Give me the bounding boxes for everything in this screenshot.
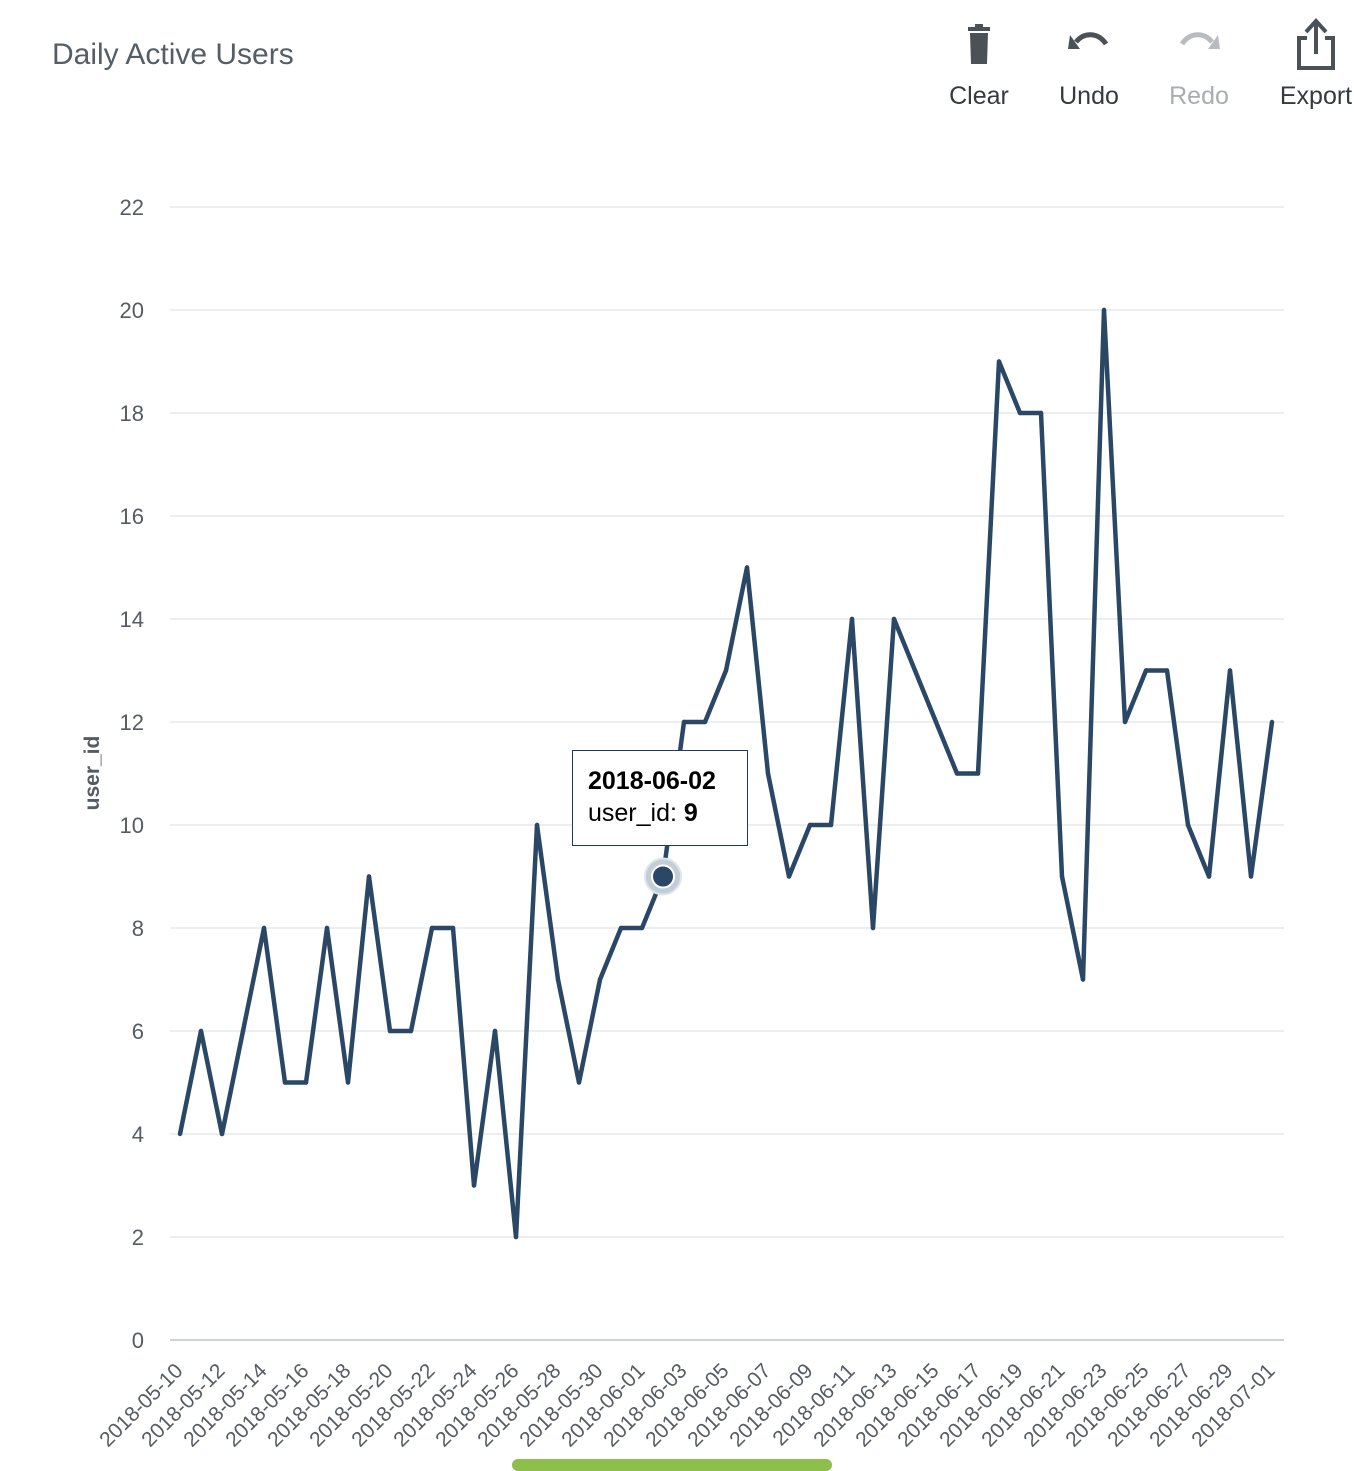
data-point[interactable] [282,1080,288,1085]
clear-button[interactable]: Clear [929,18,1029,111]
data-point[interactable] [870,925,876,931]
data-point[interactable] [450,925,456,931]
y-axis-ticks: 0 2 4 6 8 10 12 14 16 18 20 22 [120,195,144,1353]
highlight-point[interactable] [651,864,675,889]
y-tick-label: 16 [120,504,144,529]
undo-icon [1068,32,1109,49]
y-tick-label: 22 [120,195,144,220]
data-point[interactable] [492,1028,498,1034]
data-point[interactable] [765,771,771,776]
y-tick-label: 12 [120,710,144,735]
y-tick-label: 18 [120,401,144,426]
export-button[interactable]: Export [1266,18,1354,111]
y-tick-label: 4 [132,1122,144,1147]
data-point[interactable] [177,1131,183,1137]
data-point[interactable] [1143,668,1149,673]
clear-label: Clear [949,82,1009,110]
data-point[interactable] [1080,977,1086,982]
redo-button[interactable]: Redo [1149,18,1249,111]
data-point[interactable] [1206,874,1212,879]
data-point[interactable] [723,668,729,673]
data-point[interactable] [891,616,897,622]
export-label: Export [1279,82,1353,110]
grid-lines [170,206,1284,1238]
data-point[interactable] [366,874,372,879]
data-point[interactable] [954,771,960,776]
data-point[interactable] [1038,410,1044,416]
redo-icon [1179,32,1220,49]
data-point[interactable] [1059,874,1065,879]
data-point[interactable] [1269,719,1275,725]
scrollbar-thumb[interactable] [512,1459,832,1471]
data-point[interactable] [996,359,1002,364]
data-point[interactable] [681,719,687,725]
x-axis-ticks: 2018-05-102018-05-122018-05-142018-05-16… [95,1359,1279,1451]
y-tick-label: 10 [120,813,144,838]
data-point[interactable] [618,925,624,931]
data-point[interactable] [555,977,561,982]
data-point[interactable] [429,925,435,931]
data-point[interactable] [849,616,855,622]
data-point[interactable] [471,1183,477,1188]
data-point[interactable] [975,771,981,776]
data-point[interactable] [576,1080,582,1085]
data-point[interactable] [1017,410,1023,416]
data-point[interactable] [261,925,267,931]
y-tick-label: 20 [120,298,144,323]
data-point[interactable] [807,822,813,828]
y-tick-label: 6 [132,1019,144,1044]
redo-label: Redo [1169,82,1229,110]
data-point[interactable] [1248,874,1254,879]
data-point[interactable] [933,719,939,725]
data-point[interactable] [345,1080,351,1085]
data-point[interactable] [1164,668,1170,673]
data-point[interactable] [1101,307,1107,313]
undo-label: Undo [1059,82,1119,110]
y-tick-label: 2 [132,1225,144,1250]
data-point[interactable] [303,1080,309,1085]
tooltip: 2018-06-02 user_id: 9 [572,750,748,846]
data-point[interactable] [198,1028,204,1034]
data-point[interactable] [1185,822,1191,828]
y-tick-label: 14 [120,607,144,632]
data-point[interactable] [408,1028,414,1034]
data-point[interactable] [324,925,330,931]
data-point[interactable] [387,1028,393,1034]
data-point[interactable] [240,1028,246,1034]
data-point[interactable] [534,822,540,828]
data-points [177,307,1275,1240]
export-icon [1297,18,1335,70]
data-point[interactable] [1122,719,1128,725]
chart-title: Daily Active Users [52,38,294,71]
data-point[interactable] [597,977,603,982]
data-point[interactable] [1227,668,1233,673]
trash-icon [968,24,990,64]
data-point[interactable] [786,874,792,879]
tooltip-value: 9 [683,799,698,827]
tooltip-series-label: user_id: [588,799,677,827]
data-point[interactable] [828,822,834,828]
data-point[interactable] [639,925,645,931]
y-axis-label: user_id [81,736,104,811]
y-tick-label: 8 [132,916,144,941]
data-point[interactable] [744,565,750,570]
undo-button[interactable]: Undo [1039,18,1139,111]
tooltip-date: 2018-06-02 [588,767,716,795]
data-point[interactable] [513,1234,519,1240]
y-tick-label: 0 [132,1328,144,1353]
data-point[interactable] [219,1131,225,1137]
data-point[interactable] [702,719,708,725]
chart-toolbar: Clear Undo Redo Export [0,18,1354,118]
data-point[interactable] [912,668,918,673]
